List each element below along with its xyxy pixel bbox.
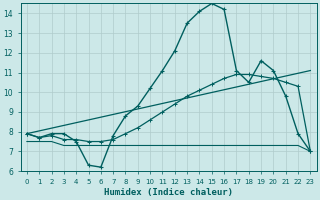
X-axis label: Humidex (Indice chaleur): Humidex (Indice chaleur): [104, 188, 233, 197]
